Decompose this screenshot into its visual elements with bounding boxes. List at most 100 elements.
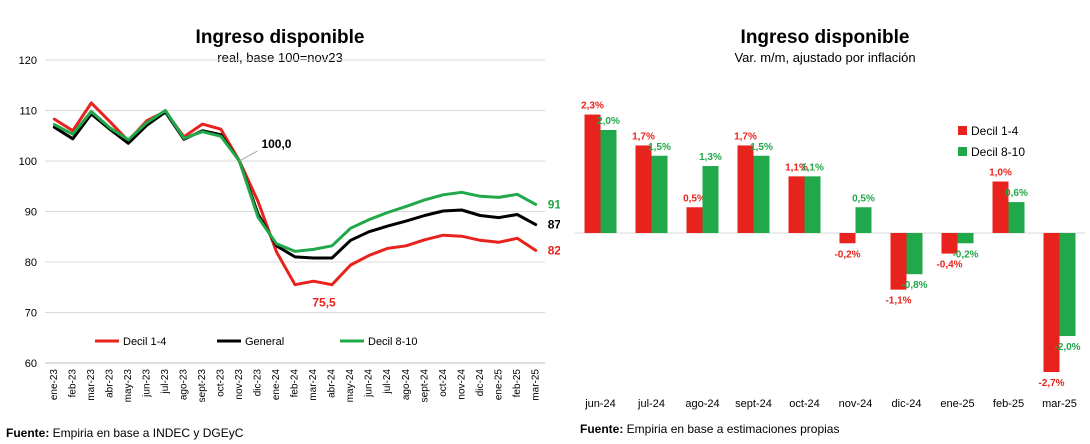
- x-tick-label: feb-25: [993, 398, 1024, 410]
- x-tick-label: ene-25: [493, 369, 504, 401]
- x-tick-label: nov-24: [839, 398, 873, 410]
- x-tick-label: jun-24: [584, 398, 616, 410]
- bar: [957, 233, 974, 244]
- bar: [992, 181, 1009, 233]
- bar: [702, 166, 719, 233]
- x-tick-label: jul-24: [382, 369, 393, 395]
- x-tick-label: oct-24: [789, 398, 820, 410]
- legend-label: Decil 8-10: [368, 336, 418, 348]
- left-chart-title: Ingreso disponible: [195, 27, 365, 48]
- bar: [788, 176, 805, 233]
- x-tick-label: may-23: [123, 369, 134, 403]
- legend-label: Decil 1-4: [123, 336, 166, 348]
- data-label: -0,2%: [952, 249, 978, 260]
- data-label: 1,5%: [750, 142, 773, 153]
- bar: [906, 233, 923, 275]
- right-source-note: Fuente: Empiria en base a estimaciones p…: [580, 422, 839, 436]
- series-line-decil-8-10: [52, 109, 538, 253]
- data-label: 1,5%: [648, 142, 671, 153]
- x-tick-label: nov-23: [234, 369, 245, 400]
- y-tick-label: 90: [25, 207, 37, 219]
- x-tick-label: sept-24: [735, 398, 772, 410]
- x-tick-label: may-24: [345, 369, 356, 403]
- x-tick-label: ago-24: [685, 398, 719, 410]
- y-tick-label: 60: [25, 358, 37, 370]
- bar: [635, 145, 652, 233]
- bar: [1059, 233, 1076, 336]
- x-tick-label: sept-24: [419, 369, 430, 403]
- bar: [584, 114, 601, 233]
- x-tick-label: dic-23: [253, 369, 264, 397]
- x-tick-label: nov-24: [456, 369, 467, 400]
- legend-label: Decil 8-10: [971, 145, 1025, 159]
- data-label: 100,0: [261, 137, 291, 151]
- y-tick-label: 70: [25, 308, 37, 320]
- data-label: 1,1%: [801, 162, 824, 173]
- y-tick-label: 80: [25, 257, 37, 269]
- data-label: 91,4: [548, 197, 560, 211]
- annotation-leader: [239, 150, 258, 162]
- left-source-label: Fuente:: [6, 426, 50, 440]
- x-tick-label: abr-23: [104, 369, 115, 398]
- x-tick-label: jun-23: [141, 369, 152, 398]
- data-label: 1,7%: [734, 131, 757, 142]
- x-tick-label: mar-23: [86, 369, 97, 401]
- bar: [890, 233, 907, 290]
- bar: [804, 176, 821, 233]
- left-source-text: Empiria en base a INDEC y DGEyC: [49, 426, 244, 440]
- data-label: 0,6%: [1005, 188, 1028, 199]
- x-tick-label: ene-24: [271, 369, 282, 401]
- bar: [1008, 202, 1025, 233]
- data-label: -0,8%: [901, 280, 927, 291]
- data-label: -0,2%: [834, 249, 860, 260]
- data-label: 1,3%: [699, 152, 722, 163]
- left-chart-subtitle: real, base 100=nov23: [217, 50, 343, 65]
- legend-label: Decil 1-4: [971, 124, 1019, 138]
- right-chart-panel: Ingreso disponible Var. m/m, ajustado po…: [560, 0, 1090, 444]
- x-tick-label: dic-24: [475, 369, 486, 397]
- legend-swatch: [958, 147, 967, 156]
- series-line-general: [52, 110, 538, 260]
- left-source-note: Fuente: Empiria en base a INDEC y DGEyC: [6, 426, 243, 440]
- x-tick-label: jun-24: [364, 369, 375, 398]
- data-label: -2,0%: [1054, 342, 1080, 353]
- y-tick-label: 120: [19, 55, 37, 67]
- x-tick-label: ago-24: [401, 369, 412, 401]
- data-label: -0,4%: [936, 260, 962, 271]
- data-label: 1,0%: [989, 168, 1012, 179]
- x-tick-label: feb-24: [290, 369, 301, 398]
- x-tick-label: mar-24: [308, 369, 319, 401]
- y-tick-label: 100: [19, 156, 37, 168]
- data-label: 2,0%: [597, 116, 620, 127]
- bar: [1043, 233, 1060, 373]
- line-chart: 60 70 80 90 100 110 120 ene-23 feb-23 mar-23 abr-2…: [19, 55, 560, 403]
- data-label: 87,4: [548, 218, 560, 232]
- x-tick-label: mar-25: [1042, 398, 1077, 410]
- data-label: 1,1%: [785, 162, 808, 173]
- bar: [651, 155, 668, 233]
- data-label: 0,5%: [683, 193, 706, 204]
- bar: [686, 207, 703, 233]
- bar: [941, 233, 958, 254]
- data-label: -1,1%: [885, 296, 911, 307]
- right-chart-title: Ingreso disponible: [740, 27, 910, 48]
- data-label: 75,5: [312, 296, 336, 310]
- x-tick-label: ene-25: [940, 398, 974, 410]
- bar: [839, 233, 856, 244]
- y-tick-label: 110: [19, 106, 37, 118]
- x-tick-label: oct-24: [438, 369, 449, 397]
- x-tick-label: feb-25: [512, 369, 523, 398]
- x-tick-label: mar-25: [530, 369, 541, 401]
- x-tick-label: oct-23: [216, 369, 227, 397]
- x-tick-label: jul-23: [160, 369, 171, 395]
- right-source-text: Empiria en base a estimaciones propias: [623, 422, 840, 436]
- x-tick-label: dic-24: [892, 398, 922, 410]
- right-chart-subtitle: Var. m/m, ajustado por inflación: [734, 50, 916, 65]
- x-tick-label: abr-24: [327, 369, 338, 398]
- x-tick-label: sept-23: [197, 369, 208, 403]
- legend-swatch: [958, 126, 967, 135]
- bar: [737, 145, 754, 233]
- x-tick-label: ene-23: [49, 369, 60, 401]
- left-chart-panel: Ingreso disponible real, base 100=nov23 …: [6, 27, 560, 440]
- x-tick-label: jul-24: [637, 398, 665, 410]
